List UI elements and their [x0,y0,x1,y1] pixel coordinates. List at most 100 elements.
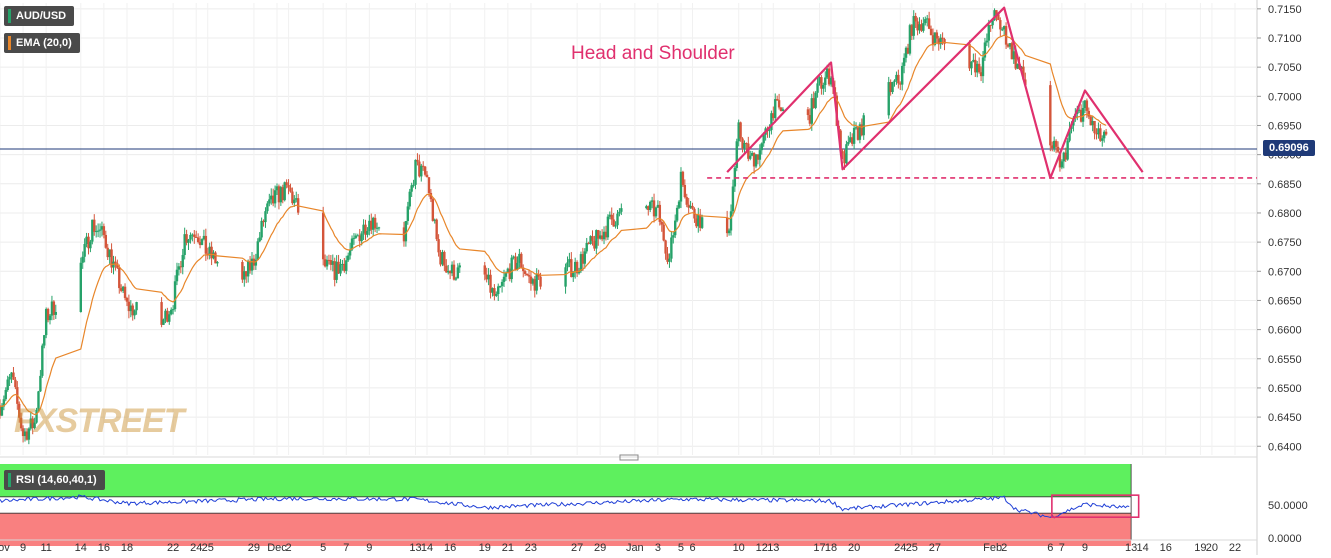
y-tick-label: 0.6550 [1268,354,1302,366]
bull-candle [377,227,381,229]
bear-candle [12,372,15,380]
bull-candle [829,77,833,85]
x-tick-label: Feb [983,542,1002,554]
bear-candle [127,301,131,312]
bull-candle [170,309,173,315]
bull-candle [677,201,681,208]
bull-candle [83,243,86,257]
bull-candle [700,217,704,228]
bull-candle [904,47,908,58]
bull-candle [39,375,42,392]
bull-candle [81,256,84,263]
x-tick-label: 22 [167,542,179,554]
bull-candle [824,77,827,86]
bear-candle [587,242,590,244]
bull-candle [335,261,338,280]
bull-candle [510,257,513,280]
bear-candle [999,20,1002,30]
bull-candle [27,428,31,440]
x-tick-label: 7 [1059,542,1065,554]
bear-candle [443,251,446,266]
x-tick-label: 16 [98,542,110,554]
bull-candle [743,142,746,149]
bear-candle [806,109,810,116]
bull-candle [618,211,621,214]
bull-candle [754,154,758,167]
bull-candle [187,239,190,243]
bull-candle [177,266,181,270]
y-tick-label: 0.6500 [1268,383,1302,395]
x-tick-label: 27 [571,542,583,554]
bull-candle [854,127,858,129]
bull-candle [991,20,994,26]
bull-candle [518,253,521,263]
x-tick-label: 18 [825,542,837,554]
bear-candle [820,77,823,89]
bear-candle [920,24,923,31]
bull-candle [175,269,179,282]
bull-candle [670,237,673,259]
bear-candle [537,273,540,277]
bull-candle [1008,43,1012,47]
rsi-line [0,494,1130,519]
bull-candle [275,186,279,191]
bear-candle [373,217,377,229]
bull-candle [893,80,896,82]
bull-candle [506,268,510,273]
y-tick-label: 0.7100 [1268,33,1302,45]
bear-candle [664,240,667,254]
bear-candle [416,159,419,162]
bull-candle [649,201,652,211]
bull-candle [10,372,13,377]
bull-candle [614,225,617,227]
ema-badge[interactable]: EMA (20,0) [4,33,80,53]
x-tick-label: 18 [121,542,133,554]
x-tick-label: 17 [813,542,825,554]
bull-candle [912,16,915,36]
symbol-badge[interactable]: AUD/USD [4,6,75,26]
bull-candle [608,214,612,217]
bull-candle [23,431,27,437]
bear-candle [739,122,742,139]
bull-candle [908,25,912,54]
bear-candle [204,235,208,254]
bull-candle [566,262,569,268]
bear-candle [683,184,687,198]
bull-candle [1001,29,1004,31]
bear-candle [1087,110,1091,117]
bear-candle [1079,109,1083,122]
bear-candle [660,221,663,225]
bear-candle [493,288,496,296]
bull-candle [173,281,177,310]
x-tick-label: 6 [1047,542,1053,554]
bear-candle [860,124,864,136]
bear-candle [25,431,29,440]
x-tick-label: 2 [1001,542,1007,554]
y-tick-label: 0.6850 [1268,179,1302,191]
bear-candle [1064,152,1067,160]
bear-candle [277,186,281,203]
bear-candle [241,261,244,280]
bull-candle [44,308,48,336]
bull-candle [458,265,461,268]
x-tick-label: 12 [756,542,768,554]
candlestick-series [0,8,1108,445]
bear-candle [1010,43,1014,60]
bear-candle [812,98,815,108]
bear-candle [527,275,531,277]
bull-candle [96,230,100,232]
bear-candle [1056,146,1060,152]
bull-candle [48,315,52,321]
bull-candle [504,272,508,277]
bear-candle [681,171,685,185]
bull-candle [970,61,973,69]
bear-candle [850,137,854,144]
bear-candle [445,265,448,273]
bull-candle [770,113,773,131]
bull-candle [737,122,740,142]
bear-candle [195,236,198,238]
rsi-badge[interactable]: RSI (14,60,40,1) [4,470,105,490]
bull-candle [216,261,219,264]
bull-candle [762,134,765,144]
bull-candle [295,198,298,200]
